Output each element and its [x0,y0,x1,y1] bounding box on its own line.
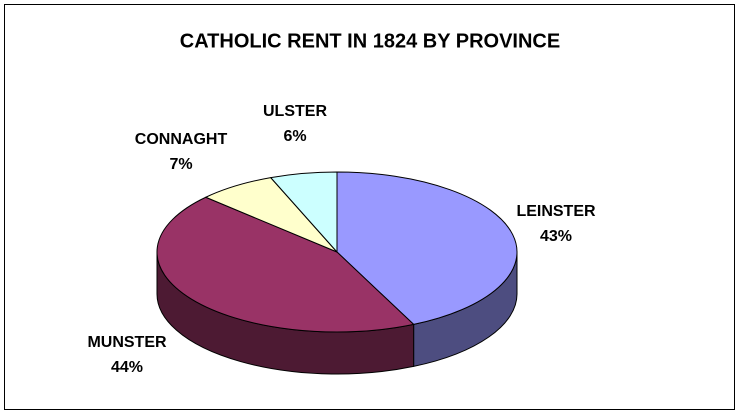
slice-value-label: 43% [540,228,572,245]
slice-label: ULSTER [263,103,327,120]
slice-label: CONNAGHT [135,131,228,148]
slice-value-label: 6% [283,128,306,145]
slice [270,171,338,253]
slice-value-label: 7% [169,156,192,173]
slice-label: LEINSTER [516,203,596,220]
slice [336,171,518,325]
chart-title: CATHOLIC RENT IN 1824 BY PROVINCE [180,30,560,52]
slice-label: MUNSTER [87,334,167,351]
slice-value-label: 44% [111,359,143,376]
slice [156,196,415,333]
